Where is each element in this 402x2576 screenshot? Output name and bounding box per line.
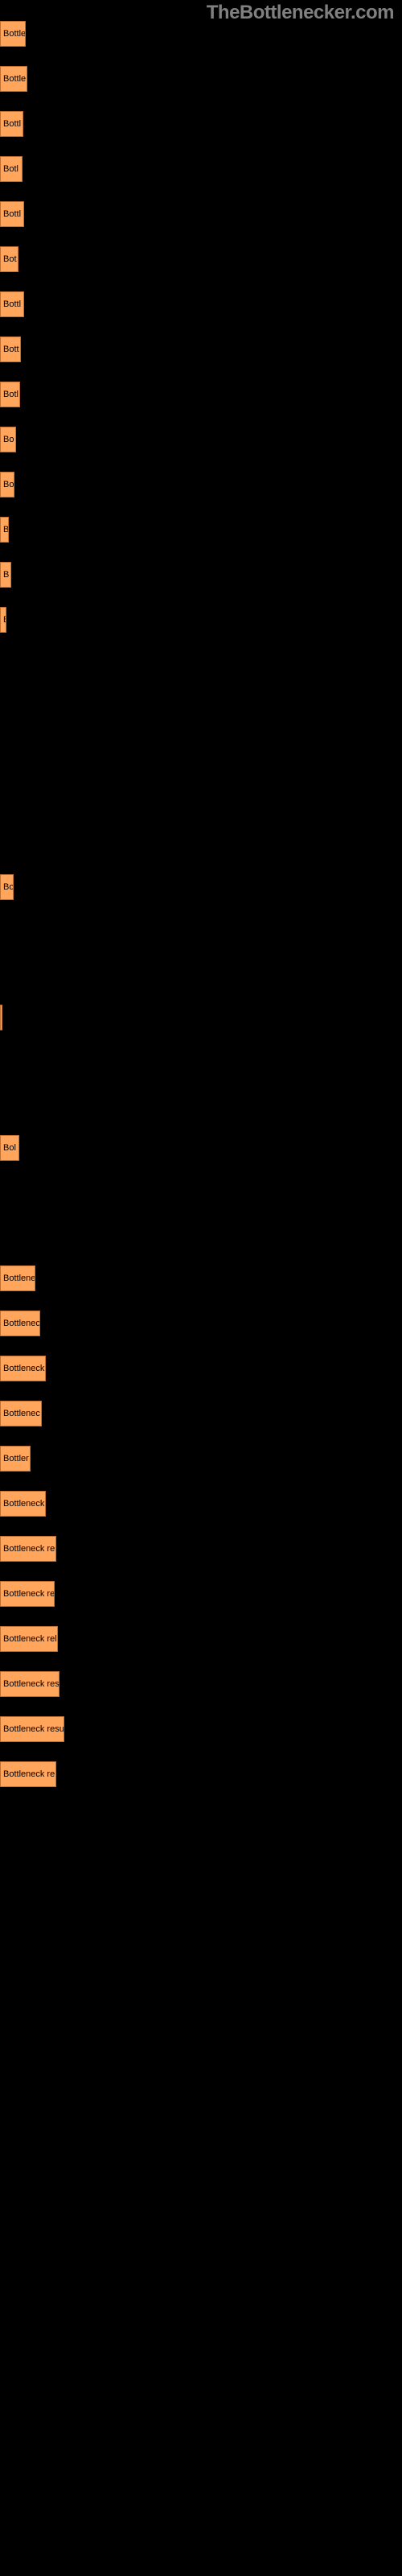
bar-row: Bo (0, 874, 402, 901)
bar-label: B (1, 570, 9, 580)
bar-label: B (1, 525, 9, 535)
bar-label: Bottleneck rel (1, 1634, 57, 1644)
bar: Bottlene (0, 1265, 35, 1291)
bar-row: Botl (0, 156, 402, 183)
bar (0, 1005, 2, 1030)
bar-row: Bo (0, 427, 402, 453)
bar: Bottleneck (0, 1356, 46, 1381)
bar: Bo (0, 874, 14, 900)
bar: Bottleneck res (0, 1671, 59, 1697)
bar: B (0, 517, 9, 543)
bar-label: Bot (1, 254, 17, 264)
bar-label: Bottleneck (1, 1499, 44, 1509)
bar-row: Bottleneck res (0, 1536, 402, 1563)
bar-label: Bottleneck resu (1, 1724, 64, 1734)
bar-label: Bo (1, 435, 14, 444)
bar-label: B (1, 615, 6, 625)
bar-row: Bottleneck res (0, 1671, 402, 1698)
bar-row: Bottl (0, 111, 402, 138)
bar-row: B (0, 607, 402, 634)
bar-row: Bottleneck (0, 1311, 402, 1337)
bar-row: Bottlene (0, 1265, 402, 1292)
bar: Bo (0, 427, 16, 452)
bar-row (0, 1005, 402, 1031)
bar-chart: Bottle Bottle Bottl Botl Bottl Bot Bottl Bott Bo… (0, 0, 402, 2576)
bar-label: Bottl (1, 209, 21, 219)
bar-row: Bottl (0, 201, 402, 228)
bar: Bottleneck resu (0, 1716, 64, 1742)
bar-row: Bottle (0, 66, 402, 93)
bar-row: Bol (0, 1135, 402, 1162)
bar: Bottler (0, 1446, 31, 1472)
bar: Bo (0, 472, 14, 497)
bar: Bot (0, 246, 18, 272)
bar-row: Bottleneck (0, 1356, 402, 1382)
bar-label: Bol (1, 1143, 16, 1153)
bar: Bottle (0, 21, 26, 47)
bar: Bottleneck re (0, 1761, 56, 1787)
bar-row: Bottleneck rel (0, 1626, 402, 1653)
bar: Bottlenec (0, 1401, 42, 1426)
bar-row: Bottleneck resu (0, 1716, 402, 1743)
bar: Bottleneck re (0, 1581, 55, 1607)
bar-label: Botl (1, 390, 18, 399)
bar-label: Bottle (1, 29, 26, 39)
bar-label: Bo (1, 480, 14, 489)
bar-label: Bottleneck (1, 1364, 44, 1373)
bar-row: Bo (0, 472, 402, 498)
bar-row: Botl (0, 382, 402, 408)
bar: B (0, 562, 11, 588)
bar-row: Bott (0, 336, 402, 363)
bar: Bottl (0, 201, 24, 227)
bar-label: Bo (1, 882, 14, 892)
bar: Bott (0, 336, 21, 362)
bar-label: Bottleneck (1, 1319, 40, 1328)
bar-row: B (0, 517, 402, 543)
bar-label: Bottl (1, 299, 21, 309)
bar: Bottleneck res (0, 1536, 56, 1562)
bar-row: Bottl (0, 291, 402, 318)
bar-label: Bottleneck re (1, 1589, 55, 1599)
bar-row: Bottleneck re (0, 1581, 402, 1608)
bar-row: Bot (0, 246, 402, 273)
bar-label: Bottl (1, 119, 21, 129)
bar-label: Bottleneck re (1, 1769, 55, 1779)
bar-label: Bottleneck res (1, 1544, 56, 1554)
bar: B (0, 607, 6, 633)
bar: Botl (0, 156, 23, 182)
bar-label: Bottle (1, 74, 26, 84)
bar: Bottleneck rel (0, 1626, 58, 1652)
bar: Bottl (0, 111, 23, 137)
bar: Bottle (0, 66, 27, 92)
bar-row: Bottlenec (0, 1401, 402, 1427)
bar-label: Botl (1, 164, 18, 174)
bar-row: Bottleneck re (0, 1761, 402, 1788)
bar: Bottl (0, 291, 24, 317)
bar-label: Bottleneck res (1, 1679, 59, 1689)
bar-row: Bottleneck (0, 1491, 402, 1517)
bar: Botl (0, 382, 20, 407)
bar: Bottleneck (0, 1491, 46, 1517)
bar-row: Bottler (0, 1446, 402, 1472)
bar-row: B (0, 562, 402, 588)
bar-label: Bottlenec (1, 1409, 40, 1418)
bar: Bol (0, 1135, 19, 1161)
bar-label: Bottler (1, 1454, 29, 1463)
bar-row: Bottle (0, 21, 402, 47)
bar: Bottleneck (0, 1311, 40, 1336)
bar-label: Bottlene (1, 1274, 35, 1283)
bar-label: Bott (1, 345, 19, 354)
